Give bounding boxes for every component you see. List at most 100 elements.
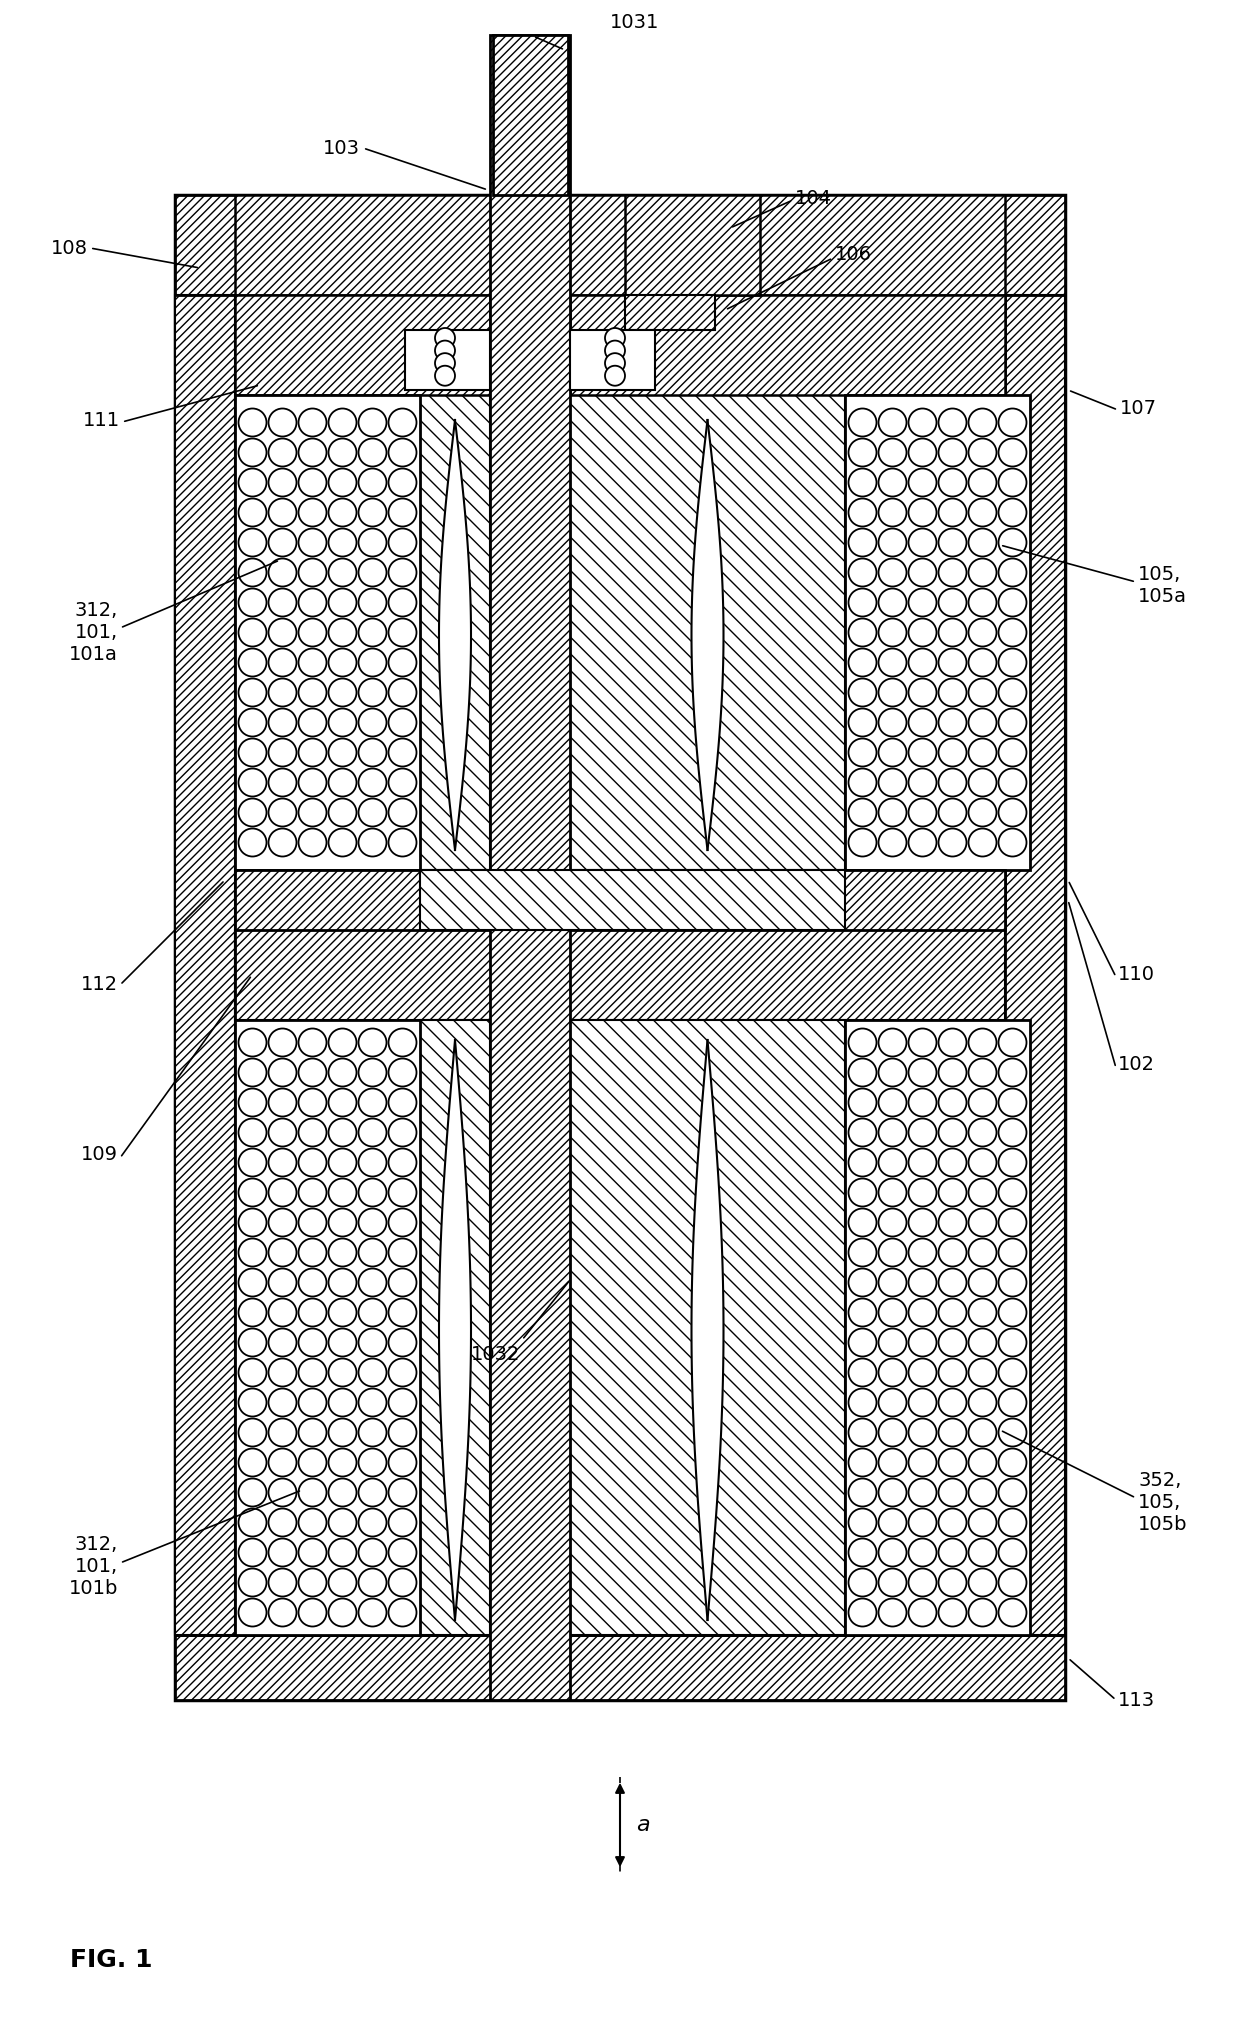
Circle shape	[388, 799, 417, 826]
Circle shape	[329, 1359, 357, 1386]
Circle shape	[939, 648, 966, 677]
Circle shape	[269, 1539, 296, 1566]
Circle shape	[299, 769, 326, 797]
Circle shape	[878, 619, 906, 646]
Circle shape	[939, 1239, 966, 1267]
Circle shape	[848, 1329, 877, 1357]
Bar	[570, 1020, 844, 1635]
Circle shape	[269, 1239, 296, 1267]
Circle shape	[998, 1478, 1027, 1506]
Bar	[236, 294, 490, 394]
Circle shape	[998, 1298, 1027, 1327]
Circle shape	[878, 1298, 906, 1327]
Circle shape	[388, 439, 417, 466]
Circle shape	[358, 619, 387, 646]
Circle shape	[329, 1149, 357, 1177]
Text: 101b: 101b	[68, 1580, 118, 1598]
Circle shape	[299, 1269, 326, 1296]
Circle shape	[939, 1028, 966, 1057]
Circle shape	[435, 354, 455, 374]
Circle shape	[388, 1028, 417, 1057]
Circle shape	[269, 1298, 296, 1327]
Circle shape	[238, 468, 267, 497]
Circle shape	[998, 1269, 1027, 1296]
Circle shape	[388, 709, 417, 736]
Circle shape	[358, 558, 387, 587]
Circle shape	[358, 1208, 387, 1237]
Circle shape	[388, 1359, 417, 1386]
Circle shape	[998, 1419, 1027, 1447]
Circle shape	[388, 529, 417, 556]
Circle shape	[878, 468, 906, 497]
Circle shape	[848, 769, 877, 797]
Circle shape	[358, 499, 387, 527]
Circle shape	[269, 1568, 296, 1596]
Circle shape	[998, 529, 1027, 556]
Circle shape	[939, 1539, 966, 1566]
Circle shape	[968, 529, 997, 556]
Circle shape	[299, 619, 326, 646]
Circle shape	[909, 468, 936, 497]
Circle shape	[329, 439, 357, 466]
Circle shape	[358, 769, 387, 797]
Circle shape	[388, 1208, 417, 1237]
Bar	[236, 871, 1004, 930]
Circle shape	[329, 499, 357, 527]
Circle shape	[878, 1419, 906, 1447]
Circle shape	[299, 1359, 326, 1386]
Circle shape	[299, 1568, 326, 1596]
Bar	[625, 294, 715, 329]
Circle shape	[939, 499, 966, 527]
Circle shape	[909, 1419, 936, 1447]
Circle shape	[238, 1179, 267, 1206]
Circle shape	[939, 769, 966, 797]
Circle shape	[388, 1149, 417, 1177]
Text: 106: 106	[835, 245, 872, 264]
Circle shape	[998, 558, 1027, 587]
Circle shape	[238, 1239, 267, 1267]
Text: 105,: 105,	[1138, 1492, 1182, 1511]
Circle shape	[269, 409, 296, 437]
Circle shape	[878, 1539, 906, 1566]
Bar	[175, 294, 236, 1635]
Circle shape	[238, 1478, 267, 1506]
Circle shape	[329, 828, 357, 856]
Circle shape	[939, 1179, 966, 1206]
Circle shape	[998, 1508, 1027, 1537]
Circle shape	[358, 1059, 387, 1087]
Circle shape	[329, 589, 357, 617]
Circle shape	[939, 709, 966, 736]
Circle shape	[269, 558, 296, 587]
Circle shape	[269, 1179, 296, 1206]
Circle shape	[388, 1598, 417, 1627]
Circle shape	[358, 1089, 387, 1116]
Circle shape	[939, 1329, 966, 1357]
Circle shape	[939, 1298, 966, 1327]
Circle shape	[848, 619, 877, 646]
Circle shape	[299, 799, 326, 826]
Circle shape	[329, 619, 357, 646]
Circle shape	[909, 1598, 936, 1627]
Text: 108: 108	[51, 239, 88, 258]
Circle shape	[848, 1419, 877, 1447]
Circle shape	[358, 709, 387, 736]
Circle shape	[968, 1028, 997, 1057]
Circle shape	[998, 769, 1027, 797]
Circle shape	[238, 1359, 267, 1386]
Circle shape	[329, 769, 357, 797]
Circle shape	[299, 1149, 326, 1177]
Circle shape	[358, 1388, 387, 1416]
Text: 101,: 101,	[74, 1558, 118, 1576]
Circle shape	[299, 1298, 326, 1327]
Circle shape	[878, 1449, 906, 1476]
Text: 113: 113	[1118, 1690, 1156, 1709]
Bar	[236, 1020, 420, 1635]
Circle shape	[848, 828, 877, 856]
Circle shape	[848, 529, 877, 556]
Circle shape	[878, 1508, 906, 1537]
Circle shape	[435, 341, 455, 360]
Circle shape	[998, 828, 1027, 856]
Circle shape	[968, 1239, 997, 1267]
Circle shape	[388, 409, 417, 437]
Circle shape	[968, 1298, 997, 1327]
